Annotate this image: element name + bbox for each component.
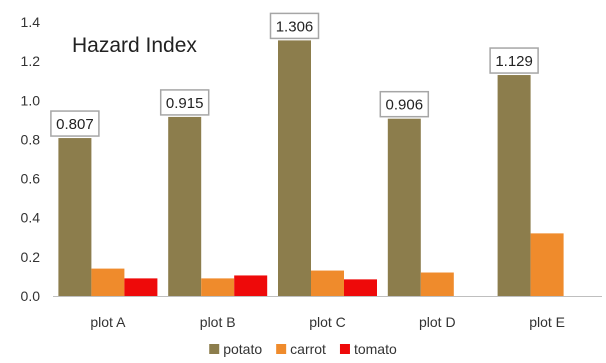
y-tick-label: 0.8 (21, 131, 41, 147)
legend-swatch-potato (209, 344, 220, 354)
legend-label-tomato: tomato (354, 341, 397, 357)
data-label: 1.129 (489, 47, 539, 74)
bar-tomato (124, 278, 158, 296)
legend-swatch-tomato (339, 344, 350, 354)
bar-carrot (420, 272, 454, 296)
data-label: 0.906 (379, 90, 430, 118)
bars (58, 40, 564, 297)
bar-carrot (311, 270, 344, 296)
bar-carrot (201, 278, 235, 296)
y-tick-label: 1.4 (21, 14, 41, 30)
category-label: plot C (309, 314, 346, 330)
y-tick-label: 1.2 (21, 53, 41, 69)
y-axis-ticks: 0.0 0.2 0.4 0.6 0.8 1.0 1.2 1.4 (21, 14, 41, 304)
data-label-value: 0.906 (386, 97, 424, 114)
data-label-value: 1.306 (276, 18, 314, 35)
legend-label-carrot: carrot (290, 341, 326, 357)
legend: potato carrot tomato (209, 341, 397, 357)
data-label: 0.915 (159, 89, 210, 116)
data-labels: 0.807 0.915 1.306 0.906 1.129 (50, 12, 539, 137)
data-label-box (159, 89, 210, 116)
legend-label-potato: potato (223, 341, 262, 357)
bar-carrot (530, 233, 564, 296)
category-labels: plot A plot B plot C plot D plot E (90, 314, 565, 330)
bar-potato (387, 118, 421, 296)
data-label-value: 0.807 (56, 116, 94, 133)
bar-potato (168, 116, 202, 297)
category-label: plot B (200, 314, 236, 330)
data-label-value: 1.129 (495, 53, 533, 70)
bar-potato (497, 75, 531, 296)
data-label-box (269, 12, 320, 40)
bar-tomato (234, 275, 268, 296)
data-label-value: 0.915 (166, 95, 204, 112)
y-tick-label: 0.2 (21, 249, 41, 265)
bar-potato (278, 40, 311, 297)
data-label-box (489, 47, 539, 74)
chart-title: Hazard Index (72, 34, 197, 57)
category-label: plot D (419, 314, 456, 330)
data-label-box (50, 110, 100, 137)
bar-potato (58, 138, 92, 296)
category-label: plot A (90, 314, 126, 330)
legend-swatch-carrot (276, 344, 287, 354)
y-tick-label: 0.0 (21, 288, 41, 304)
y-tick-label: 0.6 (21, 171, 41, 187)
bar-carrot (91, 268, 125, 296)
data-label: 0.807 (50, 110, 100, 137)
bar-tomato (344, 279, 377, 296)
category-label: plot E (529, 314, 565, 330)
data-label: 1.306 (269, 12, 320, 40)
y-tick-label: 0.4 (21, 210, 41, 226)
y-tick-label: 1.0 (21, 92, 41, 108)
data-label-box (379, 90, 430, 118)
